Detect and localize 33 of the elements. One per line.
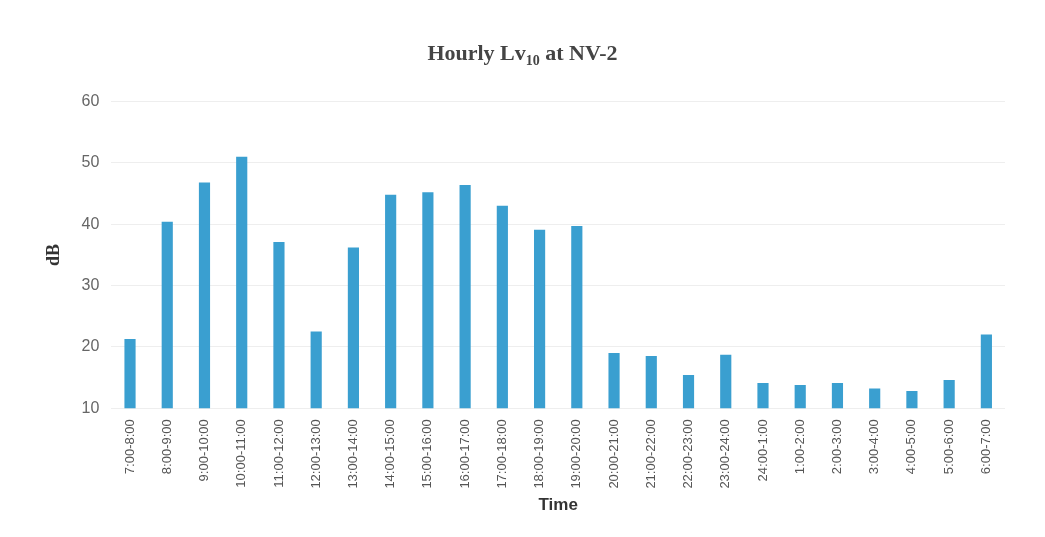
x-tick-label: 19:00-20:00 [568, 419, 584, 489]
x-tick-label: 14:00-15:00 [382, 419, 398, 489]
y-tick-label: 60 [81, 92, 100, 110]
x-axis-title: Time [538, 495, 578, 515]
x-tick-label: 1:00-2:00 [791, 419, 807, 475]
x-tick-label: 10:00-11:00 [233, 419, 249, 488]
x-tick-label: 4:00-5:00 [903, 419, 919, 475]
x-tick-label: 6:00-7:00 [977, 419, 993, 475]
x-tick-label: 13:00-14:00 [344, 419, 360, 489]
y-tick-label: 10 [81, 398, 100, 416]
x-tick-label: 11:00-12:00 [270, 419, 286, 488]
x-tick-label: 9:00-10:00 [196, 419, 212, 482]
x-tick-label: 24:00-1:00 [754, 419, 770, 482]
x-tick-label: 3:00-4:00 [866, 419, 882, 475]
x-tick-label: 23:00-24:00 [717, 419, 733, 489]
y-tick-label: 40 [81, 214, 100, 232]
y-tick-label: 50 [81, 153, 100, 171]
x-tick-label: 17:00-18:00 [493, 419, 509, 489]
chart-title: Hourly Lv$_{10}$ at NV-2 [426, 40, 619, 70]
x-tick-label: 12:00-13:00 [307, 419, 323, 489]
x-tick-label: 16:00-17:00 [456, 419, 472, 489]
x-tick-label: 2:00-3:00 [829, 419, 845, 475]
x-tick-label: 22:00-23:00 [680, 419, 696, 489]
y-axis-title: dB [43, 243, 64, 266]
y-tick-label: 20 [81, 337, 100, 355]
x-tick-label: 21:00-22:00 [642, 419, 658, 489]
x-tick-label: 20:00-21:00 [605, 419, 621, 489]
y-tick-label: 30 [81, 275, 100, 293]
x-tick-label: 5:00-6:00 [940, 419, 956, 475]
x-tick-label: 8:00-9:00 [158, 419, 174, 475]
x-tick-label: 15:00-16:00 [419, 419, 435, 489]
x-tick-label: 18:00-19:00 [531, 419, 547, 489]
x-tick-label: 7:00-8:00 [121, 419, 137, 475]
